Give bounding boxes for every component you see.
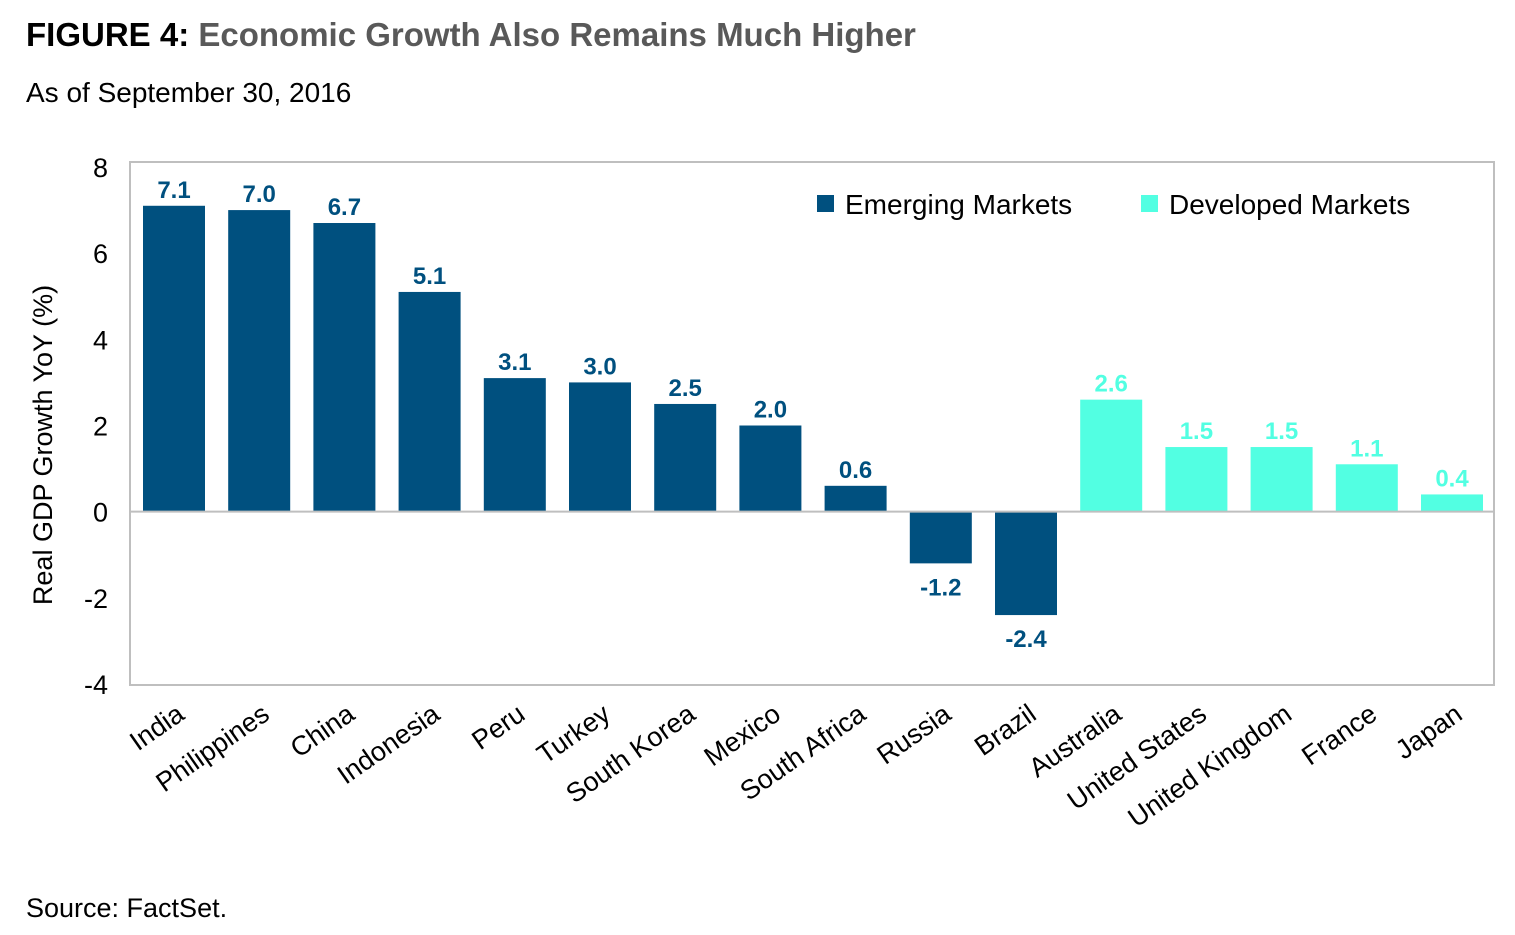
legend-label: Emerging Markets [845, 189, 1072, 220]
value-label-background [1255, 414, 1308, 443]
value-label: 1.5 [1265, 418, 1298, 445]
plot-area-border [129, 161, 1495, 686]
value-label-background [829, 452, 882, 481]
source-note: Source: FactSet. [26, 893, 228, 923]
x-tick-label: France [1296, 698, 1382, 771]
value-label: 3.0 [583, 353, 616, 380]
bar-turkey [569, 382, 631, 512]
value-label: 1.5 [1180, 418, 1213, 445]
bar-indonesia [398, 291, 461, 512]
value-label-background [910, 570, 971, 601]
legend-swatch [817, 195, 834, 212]
value-label-background [996, 622, 1056, 653]
value-label: 5.1 [413, 263, 446, 290]
bars [143, 205, 1483, 616]
bar-france [1335, 464, 1398, 512]
chart-subtitle: As of September 30, 2016 [26, 77, 352, 108]
value-label: 2.5 [669, 375, 702, 402]
value-label: 1.1 [1350, 435, 1383, 462]
y-tick-label: 2 [93, 412, 108, 442]
bar-russia [909, 511, 972, 564]
value-label-background [1340, 431, 1393, 460]
bar-china [313, 223, 376, 512]
legend: Emerging Markets Developed Markets [817, 189, 1410, 220]
x-tick-label: Peru [466, 698, 530, 755]
legend-swatch [1141, 195, 1158, 212]
y-tick-label: 4 [93, 325, 108, 355]
value-label-background [1170, 414, 1223, 443]
value-label-background [403, 258, 456, 287]
value-label-background [744, 392, 797, 421]
bar-south-africa [824, 485, 887, 512]
x-tick-label: Brazil [969, 698, 1042, 761]
figure-title: Economic Growth Also Remains Much Higher [198, 16, 916, 53]
bar-united-states [1165, 447, 1228, 512]
bar-mexico [739, 425, 802, 512]
value-label: 2.6 [1095, 371, 1128, 398]
y-tick-label: 8 [93, 153, 108, 183]
x-tick-label: Japan [1390, 698, 1467, 765]
figure-label: FIGURE 4: [26, 16, 190, 53]
y-axis: 8 6 4 2 0 -2 -4 [84, 153, 108, 700]
value-label-background [574, 349, 626, 378]
value-labels: 7.1 7.0 6.7 5.1 3.1 3.0 2.5 2.0 0.6 -1.2 -2.4 2.6 1.… [148, 172, 1478, 653]
bar-australia [1080, 399, 1143, 512]
y-axis-title: Real GDP Growth YoY (%) [28, 285, 58, 605]
value-label: 6.7 [328, 194, 361, 221]
bar-japan [1421, 494, 1483, 512]
bar-chart: 8 6 4 2 0 -2 -4 7.1 7.0 6.7 5.1 3.1 3.0 2.5 2.0 0.6 -1.… [28, 153, 1495, 833]
bar-brazil [995, 511, 1057, 616]
value-label-background [318, 190, 371, 219]
bar-philippines [228, 210, 291, 512]
value-label: 2.0 [754, 397, 787, 424]
y-tick-label: -4 [84, 670, 108, 700]
value-label-background [659, 370, 712, 399]
value-label: 3.1 [498, 349, 531, 376]
value-label: -1.2 [920, 574, 961, 601]
y-tick-label: 0 [93, 498, 108, 528]
chart-title: FIGURE 4: Economic Growth Also Remains M… [26, 16, 916, 54]
x-tick-label: India [124, 698, 190, 757]
value-label-background [1085, 366, 1138, 395]
value-label-background [233, 177, 286, 206]
value-label-background [148, 172, 200, 201]
value-label-background [488, 345, 541, 374]
bar-india [143, 205, 205, 512]
value-label: 0.4 [1435, 465, 1469, 492]
value-label: -2.4 [1005, 626, 1047, 653]
value-label: 7.1 [157, 177, 190, 204]
x-tick-label: Russia [871, 698, 957, 770]
y-tick-label: 6 [93, 239, 108, 269]
value-label: 7.0 [243, 181, 276, 208]
value-label: 0.6 [839, 457, 872, 484]
legend-label: Developed Markets [1169, 189, 1410, 220]
bar-peru [483, 378, 546, 512]
bar-south-korea [654, 403, 717, 512]
value-label-background [1426, 461, 1478, 490]
bar-united-kingdom [1250, 447, 1313, 512]
y-tick-label: -2 [84, 584, 108, 614]
